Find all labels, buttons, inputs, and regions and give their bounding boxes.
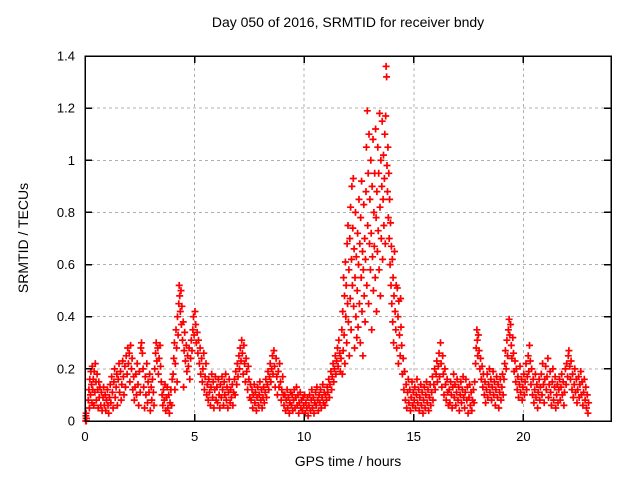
y-tick-label: 0.4 — [57, 309, 75, 324]
x-tick-label: 0 — [81, 429, 88, 444]
y-axis-label: SRMTID / TECUs — [15, 183, 31, 293]
y-tick-label: 1.4 — [57, 49, 75, 64]
x-axis-label: GPS time / hours — [295, 453, 402, 469]
y-tick-label: 0 — [68, 414, 75, 429]
y-tick-label: 0.8 — [57, 205, 75, 220]
y-tick-label: 0.2 — [57, 361, 75, 376]
tick-marks — [84, 55, 611, 422]
x-tick-labels: 0 5 10 15 20 — [81, 429, 530, 444]
y-tick-label: 1.2 — [57, 101, 75, 116]
y-tick-label: 1 — [68, 153, 75, 168]
x-tick-label: 20 — [516, 429, 530, 444]
y-tick-label: 0.6 — [57, 257, 75, 272]
chart-title: Day 050 of 2016, SRMTID for receiver bnd… — [212, 14, 484, 30]
x-tick-label: 15 — [407, 429, 421, 444]
y-tick-labels: 0 0.2 0.4 0.6 0.8 1 1.2 1.4 — [57, 49, 75, 429]
plot-border — [84, 55, 612, 422]
gridlines — [85, 56, 611, 421]
x-tick-label: 5 — [191, 429, 198, 444]
x-tick-label: 10 — [297, 429, 311, 444]
